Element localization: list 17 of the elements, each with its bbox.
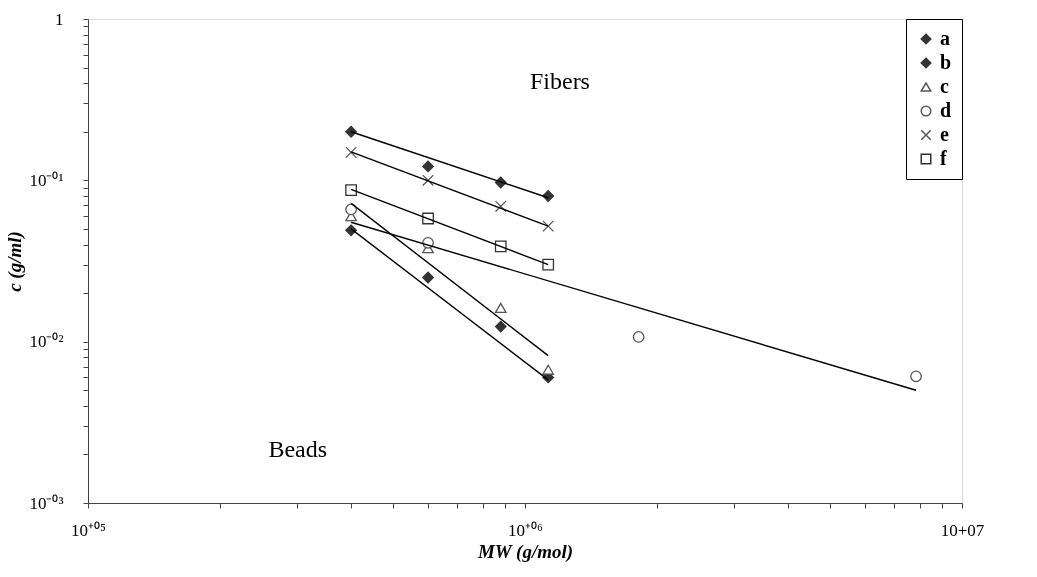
legend-label: b — [940, 51, 952, 73]
y-tick-label: 1 — [55, 9, 64, 29]
y-tick-label: 10⁻⁰³ — [29, 493, 64, 513]
annotation: Beads — [268, 435, 328, 462]
x-tick-label: 10⁺⁰⁶ — [508, 520, 544, 540]
y-tick-label: 10⁻⁰² — [29, 332, 64, 352]
annotation: Fibers — [529, 67, 590, 94]
legend-label: a — [940, 27, 950, 49]
y-axis-title: c (g/ml) — [4, 231, 27, 292]
x-tick-label: 10⁺⁰⁵ — [71, 520, 107, 540]
legend-label: c — [940, 75, 949, 97]
x-tick-label: 10+07 — [940, 520, 985, 540]
y-tick-label: 10⁻⁰¹ — [29, 170, 64, 190]
legend-label: d — [940, 99, 952, 121]
legend-label: e — [940, 123, 949, 145]
x-axis-title: MW (g/mol) — [476, 540, 574, 563]
legend-label: f — [940, 147, 947, 169]
